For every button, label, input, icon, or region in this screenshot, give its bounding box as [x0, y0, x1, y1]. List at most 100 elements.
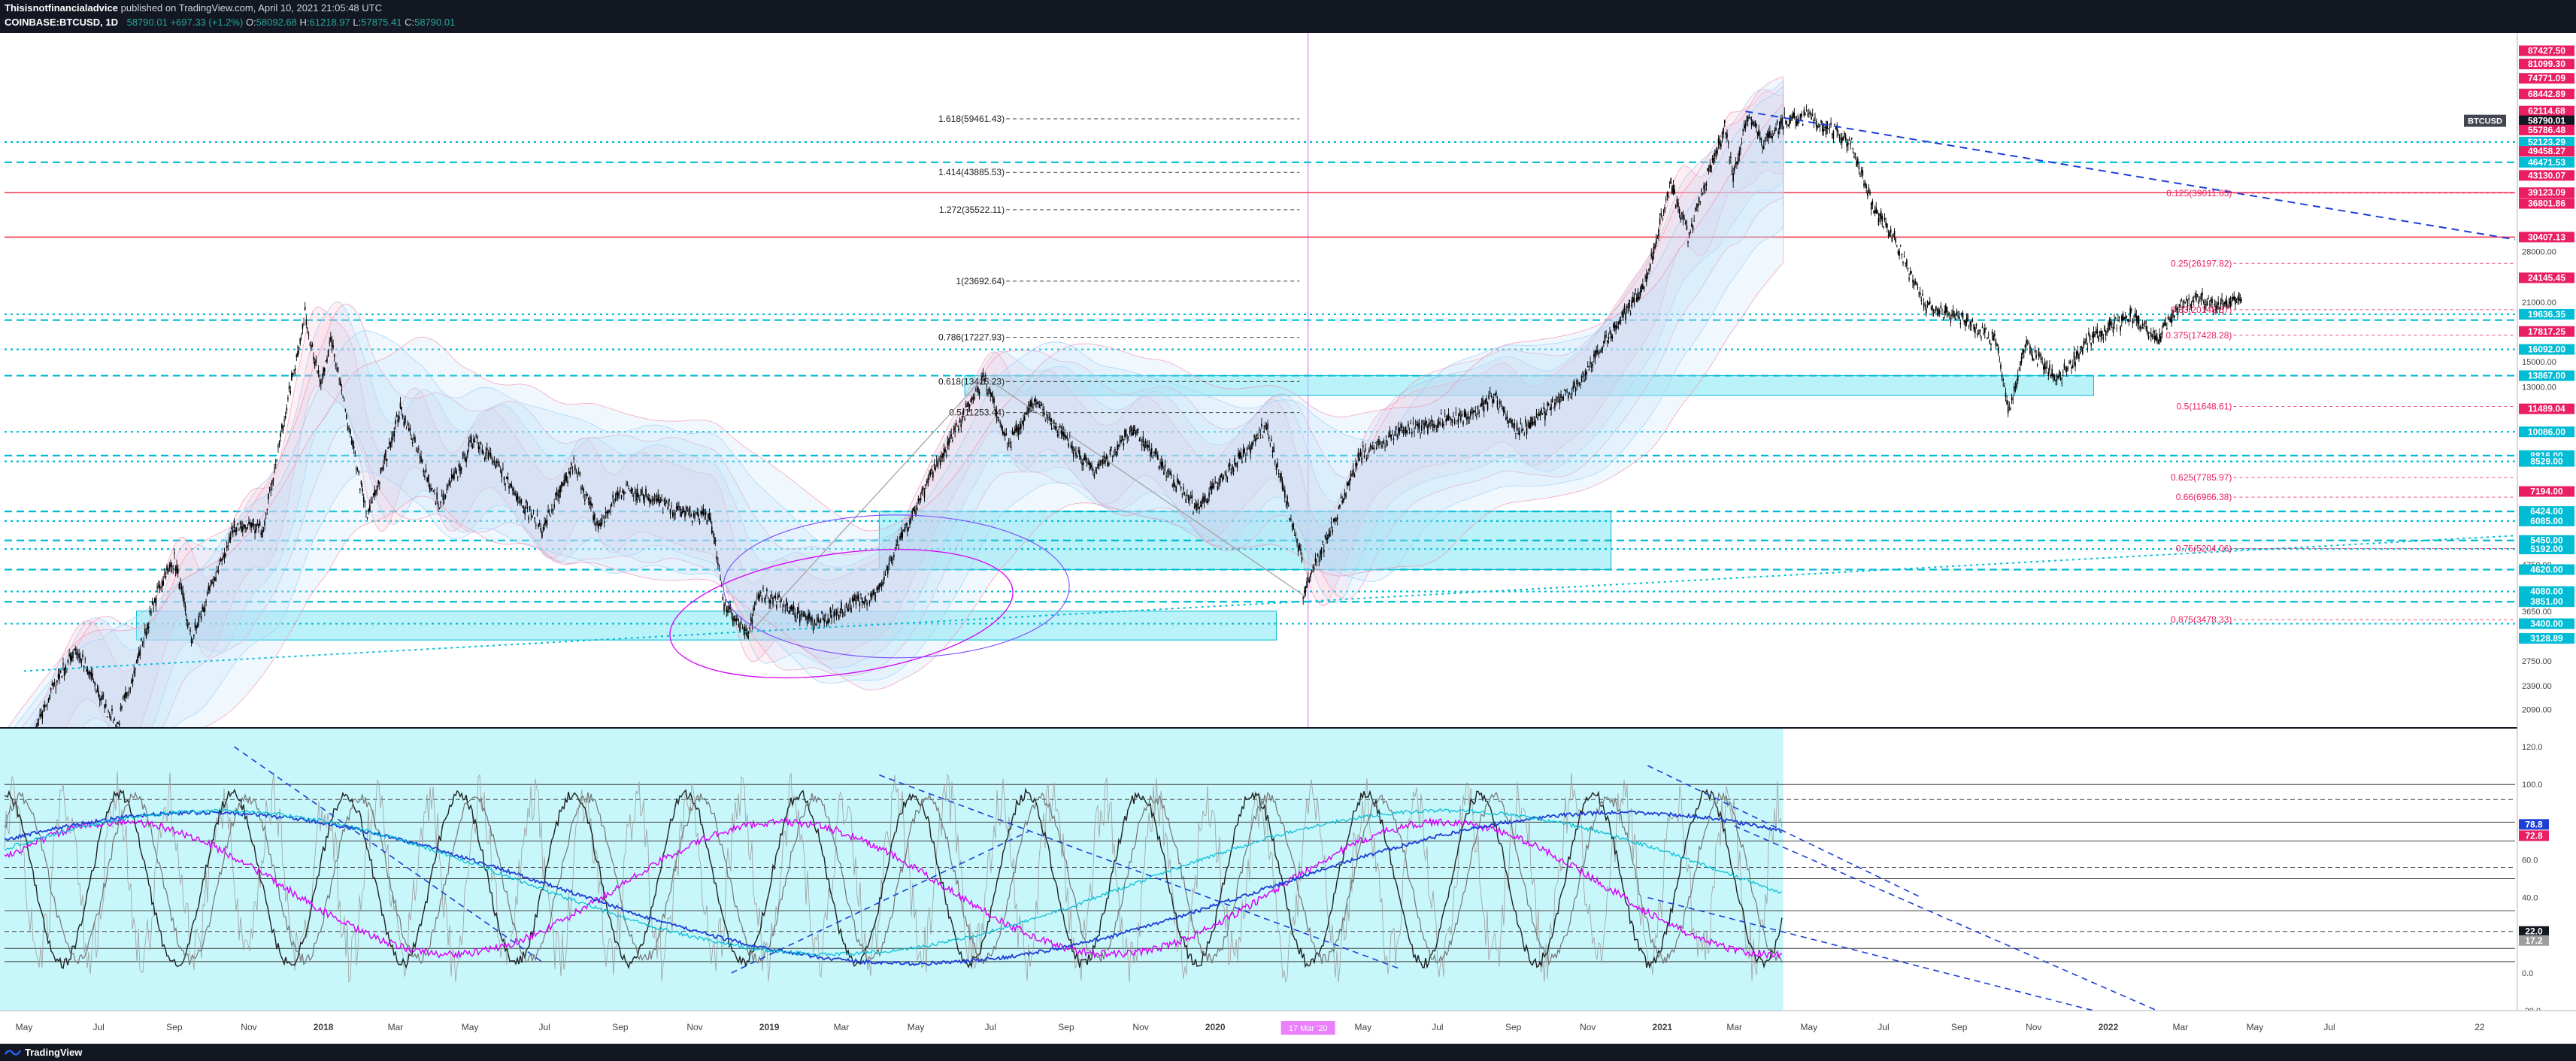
- oscillator-trendline[interactable]: [1734, 825, 2158, 1011]
- candle-body: [298, 347, 300, 349]
- candle-body: [1912, 280, 1914, 283]
- oscillator-badge[interactable]: 17.2: [2519, 935, 2549, 946]
- price-badge[interactable]: 24145.45: [2519, 272, 2574, 283]
- price-badge[interactable]: 3128.89: [2519, 632, 2574, 644]
- candle-body: [1500, 404, 1502, 405]
- candle-body: [847, 607, 848, 611]
- oscillator-trendline[interactable]: [731, 831, 1029, 974]
- candle-body: [1991, 332, 1993, 335]
- price-badge[interactable]: 7194.00: [2519, 486, 2574, 497]
- price-badge[interactable]: 39123.09: [2519, 187, 2574, 199]
- candle-body: [434, 488, 435, 490]
- candle-body: [1697, 203, 1699, 208]
- candle-body: [1002, 430, 1004, 434]
- oscillator-trendline[interactable]: [1647, 765, 1922, 899]
- oscillator-pane[interactable]: [0, 727, 2517, 1011]
- candle-body: [1473, 411, 1475, 413]
- candle-body: [2056, 375, 2058, 380]
- price-badge[interactable]: 4080.00: [2519, 586, 2574, 597]
- candle-body: [644, 500, 646, 502]
- candle-body: [2104, 326, 2105, 332]
- price-badge[interactable]: 81099.30: [2519, 59, 2574, 70]
- candle-body: [1844, 135, 1847, 141]
- price-badge[interactable]: 43130.07: [2519, 170, 2574, 181]
- price-badge[interactable]: 52123.29: [2519, 136, 2574, 147]
- oscillator-trendline[interactable]: [1647, 896, 2094, 1011]
- candle-body: [1864, 182, 1866, 185]
- price-badge[interactable]: 46471.53: [2519, 156, 2574, 168]
- candle-body: [380, 468, 382, 474]
- oscillator-badge[interactable]: 72.8: [2519, 830, 2549, 841]
- rising-support-line[interactable]: [23, 535, 2516, 672]
- price-badge[interactable]: 3851.00: [2519, 596, 2574, 608]
- price-badge[interactable]: 62114.68: [2519, 105, 2574, 117]
- price-badge[interactable]: 19636.35: [2519, 308, 2574, 320]
- oscillator-badge[interactable]: 22.0: [2519, 926, 2549, 937]
- fib-anchor-line[interactable]: [748, 376, 985, 635]
- support-zone[interactable]: [964, 375, 2094, 396]
- price-badge[interactable]: 13867.00: [2519, 370, 2574, 381]
- price-badge[interactable]: 4620.00: [2519, 564, 2574, 575]
- highlighted-date-badge[interactable]: 17 Mar '20: [1280, 1021, 1335, 1035]
- price-pane[interactable]: 1.618(59461.43)1.414(43885.53)1.272(3552…: [0, 33, 2517, 1011]
- price-badge[interactable]: 11489.04: [2519, 403, 2574, 414]
- candle-body: [659, 499, 660, 505]
- fib-anchor-line[interactable]: [983, 376, 1304, 596]
- price-badge[interactable]: 3400.00: [2519, 618, 2574, 629]
- candle-body: [209, 586, 211, 592]
- candle-body: [1320, 550, 1321, 558]
- time-tick-label: May: [2247, 1022, 2264, 1032]
- price-badge[interactable]: 6424.00: [2519, 506, 2574, 517]
- candle-body: [389, 443, 392, 448]
- candle-body: [1212, 483, 1214, 489]
- candle-body: [342, 396, 344, 398]
- candle-body: [1007, 447, 1008, 449]
- candle-body: [1865, 184, 1868, 188]
- price-badge[interactable]: 16092.00: [2519, 344, 2574, 355]
- price-badge[interactable]: 8529.00: [2519, 456, 2574, 467]
- candle-body: [971, 396, 973, 400]
- candle-body: [2137, 316, 2138, 323]
- price-badge[interactable]: 10086.00: [2519, 426, 2574, 438]
- candle-body: [2022, 349, 2023, 355]
- oscillator-badge[interactable]: 78.8: [2519, 819, 2549, 830]
- candle-body: [206, 592, 208, 595]
- candle-body: [2227, 306, 2229, 307]
- price-badge[interactable]: 68442.89: [2519, 88, 2574, 99]
- price-badge[interactable]: 6085.00: [2519, 515, 2574, 526]
- candle-body: [1486, 398, 1487, 403]
- price-badge[interactable]: 17817.25: [2519, 326, 2574, 337]
- cycle-ellipse[interactable]: [723, 514, 1070, 659]
- price-badge[interactable]: 49458.27: [2519, 146, 2574, 157]
- candle-body: [909, 519, 911, 525]
- candle-body: [982, 372, 984, 377]
- tradingview-logo[interactable]: TradingView: [5, 1047, 82, 1058]
- candle-body: [432, 490, 435, 492]
- candle-body: [389, 441, 390, 444]
- cycle-ellipse[interactable]: [662, 530, 1021, 697]
- candle-body: [1393, 438, 1395, 440]
- price-badge[interactable]: 55786.48: [2519, 125, 2574, 135]
- price-badge[interactable]: 5192.00: [2519, 544, 2574, 555]
- oscillator-trendline[interactable]: [879, 774, 1402, 970]
- candle-body: [595, 523, 597, 526]
- author-name[interactable]: Thisisnotfinancialadvice: [5, 2, 118, 14]
- candle-body: [1401, 426, 1403, 428]
- chart-canvas[interactable]: 1.618(59461.43)1.414(43885.53)1.272(3552…: [0, 33, 2576, 1044]
- candle-body: [728, 605, 730, 610]
- symbol-name[interactable]: COINBASE:BTCUSD, 1D: [5, 17, 118, 28]
- candle-body: [601, 518, 603, 525]
- descending-trendline[interactable]: [1745, 111, 2516, 241]
- support-zone[interactable]: [135, 611, 1277, 641]
- candle-body: [1451, 419, 1453, 423]
- candle-body: [734, 619, 736, 621]
- price-badge[interactable]: 58790.01: [2519, 115, 2574, 126]
- candle-body: [1907, 268, 1909, 269]
- price-badge[interactable]: 87427.50: [2519, 45, 2574, 56]
- price-badge[interactable]: 30407.13: [2519, 232, 2574, 243]
- price-badge[interactable]: 36801.86: [2519, 198, 2574, 209]
- candle-body: [1908, 277, 1910, 280]
- price-badge[interactable]: 74771.09: [2519, 73, 2574, 84]
- candle-body: [945, 454, 947, 456]
- price-badge[interactable]: 5450.00: [2519, 535, 2574, 546]
